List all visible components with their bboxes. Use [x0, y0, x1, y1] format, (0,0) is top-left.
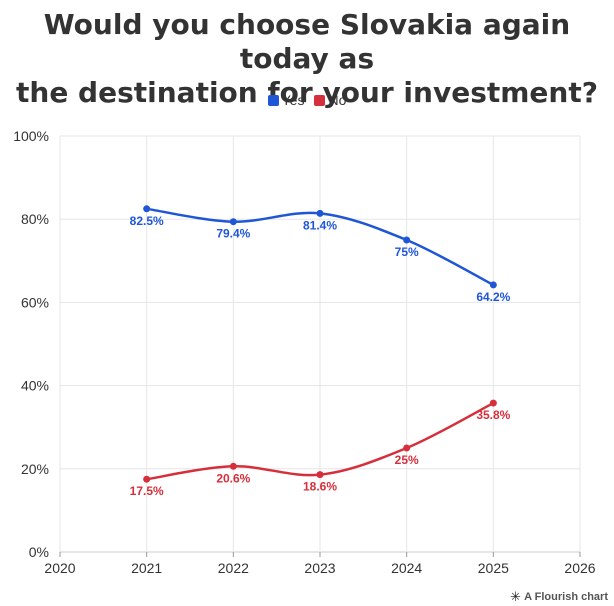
legend: Yes No [0, 92, 614, 108]
flourish-credit[interactable]: ✳ A Flourish chart [510, 590, 608, 603]
data-point-no[interactable] [229, 462, 237, 470]
legend-item-no[interactable]: No [314, 92, 346, 108]
legend-item-yes[interactable]: Yes [267, 92, 305, 108]
y-tick-label: 60% [21, 294, 49, 310]
chart-title-line-2: the destination for your investment? [16, 76, 598, 109]
data-label-yes: 81.4% [303, 218, 337, 232]
legend-swatch-yes [267, 94, 279, 106]
y-tick-label: 40% [21, 378, 49, 394]
y-tick-label: 20% [21, 461, 49, 477]
data-point-yes[interactable] [316, 209, 324, 217]
x-tick-label: 2022 [218, 560, 249, 576]
data-label-yes: 75% [395, 245, 419, 259]
data-label-yes: 79.4% [216, 227, 250, 241]
flourish-logo-icon: ✳ [510, 589, 522, 604]
legend-label-no: No [328, 92, 347, 108]
y-axis-ticks: 0% 20% 40% 60% 80% 100% [13, 128, 49, 560]
x-tick-label: 2021 [131, 560, 162, 576]
y-tick-label: 80% [21, 211, 49, 227]
x-axis-ticks: 2020 2021 2022 2023 2024 2025 2026 [44, 560, 595, 576]
data-label-yes: 64.2% [476, 290, 510, 304]
x-tick-label: 2023 [304, 560, 335, 576]
data-point-no[interactable] [316, 471, 324, 479]
data-point-no[interactable] [403, 444, 411, 452]
x-tick-label: 2020 [44, 560, 75, 576]
data-label-no: 20.6% [216, 471, 250, 485]
data-label-no: 35.8% [476, 408, 510, 422]
series-group: 82.5% 79.4% 81.4% 75% 64.2% 17.5% 20.6% 18.6% 25… [130, 205, 511, 498]
x-tick-label: 2026 [564, 560, 595, 576]
data-label-no: 18.6% [303, 480, 337, 494]
y-tick-label: 100% [13, 128, 49, 144]
chart-title-line-1: Would you choose Slovakia again today as [43, 8, 571, 75]
y-tick-label: 0% [29, 544, 49, 560]
legend-swatch-no [314, 94, 326, 106]
x-tick-label: 2024 [391, 560, 422, 576]
chart-title: Would you choose Slovakia again today as… [0, 8, 614, 110]
flourish-credit-label: A Flourish chart [524, 590, 608, 603]
data-point-no[interactable] [143, 475, 151, 483]
legend-label-yes: Yes [281, 92, 305, 108]
data-point-yes[interactable] [143, 205, 151, 213]
data-point-no[interactable] [489, 399, 497, 407]
data-label-no: 25% [395, 453, 419, 467]
data-point-yes[interactable] [489, 281, 497, 289]
x-tick-label: 2025 [478, 560, 509, 576]
data-label-yes: 82.5% [130, 214, 164, 228]
data-label-no: 17.5% [130, 484, 164, 498]
data-point-yes[interactable] [229, 218, 237, 226]
data-point-yes[interactable] [403, 236, 411, 244]
